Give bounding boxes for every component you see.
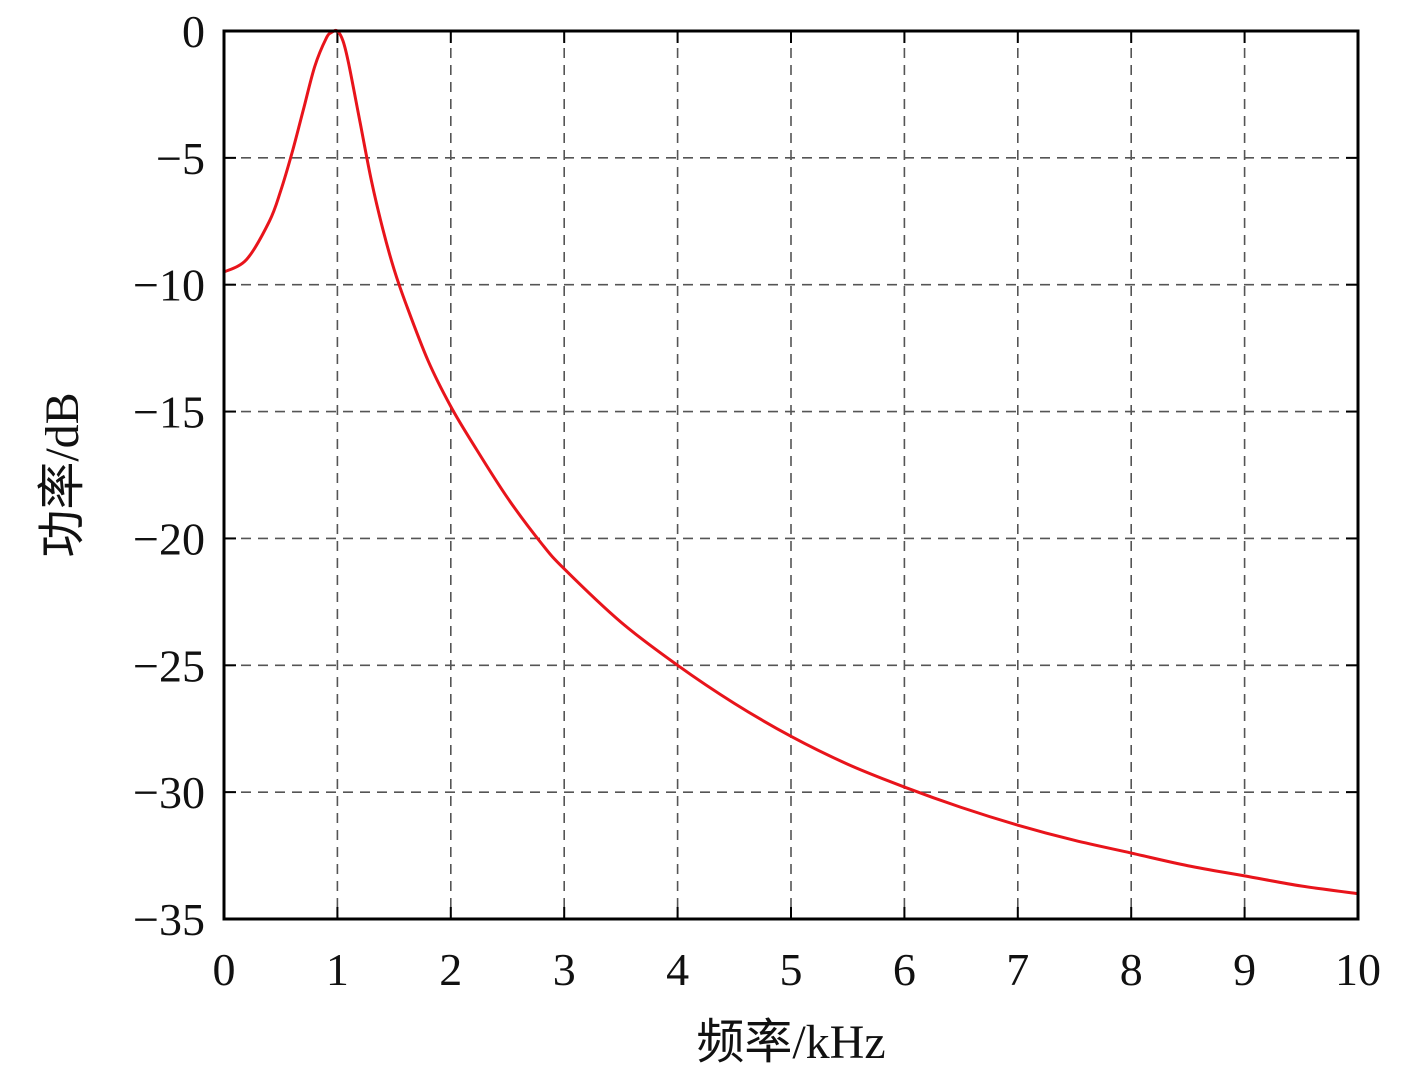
x-tick-label: 1	[326, 944, 349, 995]
x-tick-label: 4	[666, 944, 689, 995]
x-tick-label: 6	[893, 944, 916, 995]
y-axis-label: 功率/dB	[36, 392, 89, 557]
plot-frame	[222, 29, 1360, 921]
y-tick-label: −20	[133, 513, 205, 564]
power-spectrum-line	[223, 28, 1359, 896]
x-tick-label: 0	[213, 944, 236, 995]
y-tick-label: −25	[133, 640, 205, 691]
x-tick-label: 8	[1120, 944, 1143, 995]
y-tick-label: −35	[133, 894, 205, 945]
x-tick-labels: 0 1 2 3 4 5 6 7 8 9 10	[213, 944, 1382, 995]
x-tick-label: 10	[1335, 944, 1381, 995]
y-tick-labels: 0 −5 −10 −15 −20 −25 −30 −35	[133, 6, 205, 945]
x-tick-label: 3	[553, 944, 576, 995]
grid	[224, 31, 1358, 919]
x-tick-label: 5	[780, 944, 803, 995]
x-axis-label: 频率/kHz	[696, 1016, 885, 1069]
x-tick-label: 9	[1233, 944, 1256, 995]
y-tick-label: 0	[182, 6, 205, 57]
series-layer	[223, 28, 1359, 896]
y-tick-label: −15	[133, 387, 205, 438]
y-tick-label: −30	[133, 767, 205, 818]
x-tick-label: 2	[439, 944, 462, 995]
y-tick-label: −10	[133, 260, 205, 311]
x-tick-label: 7	[1006, 944, 1029, 995]
y-tick-label: −5	[156, 133, 205, 184]
